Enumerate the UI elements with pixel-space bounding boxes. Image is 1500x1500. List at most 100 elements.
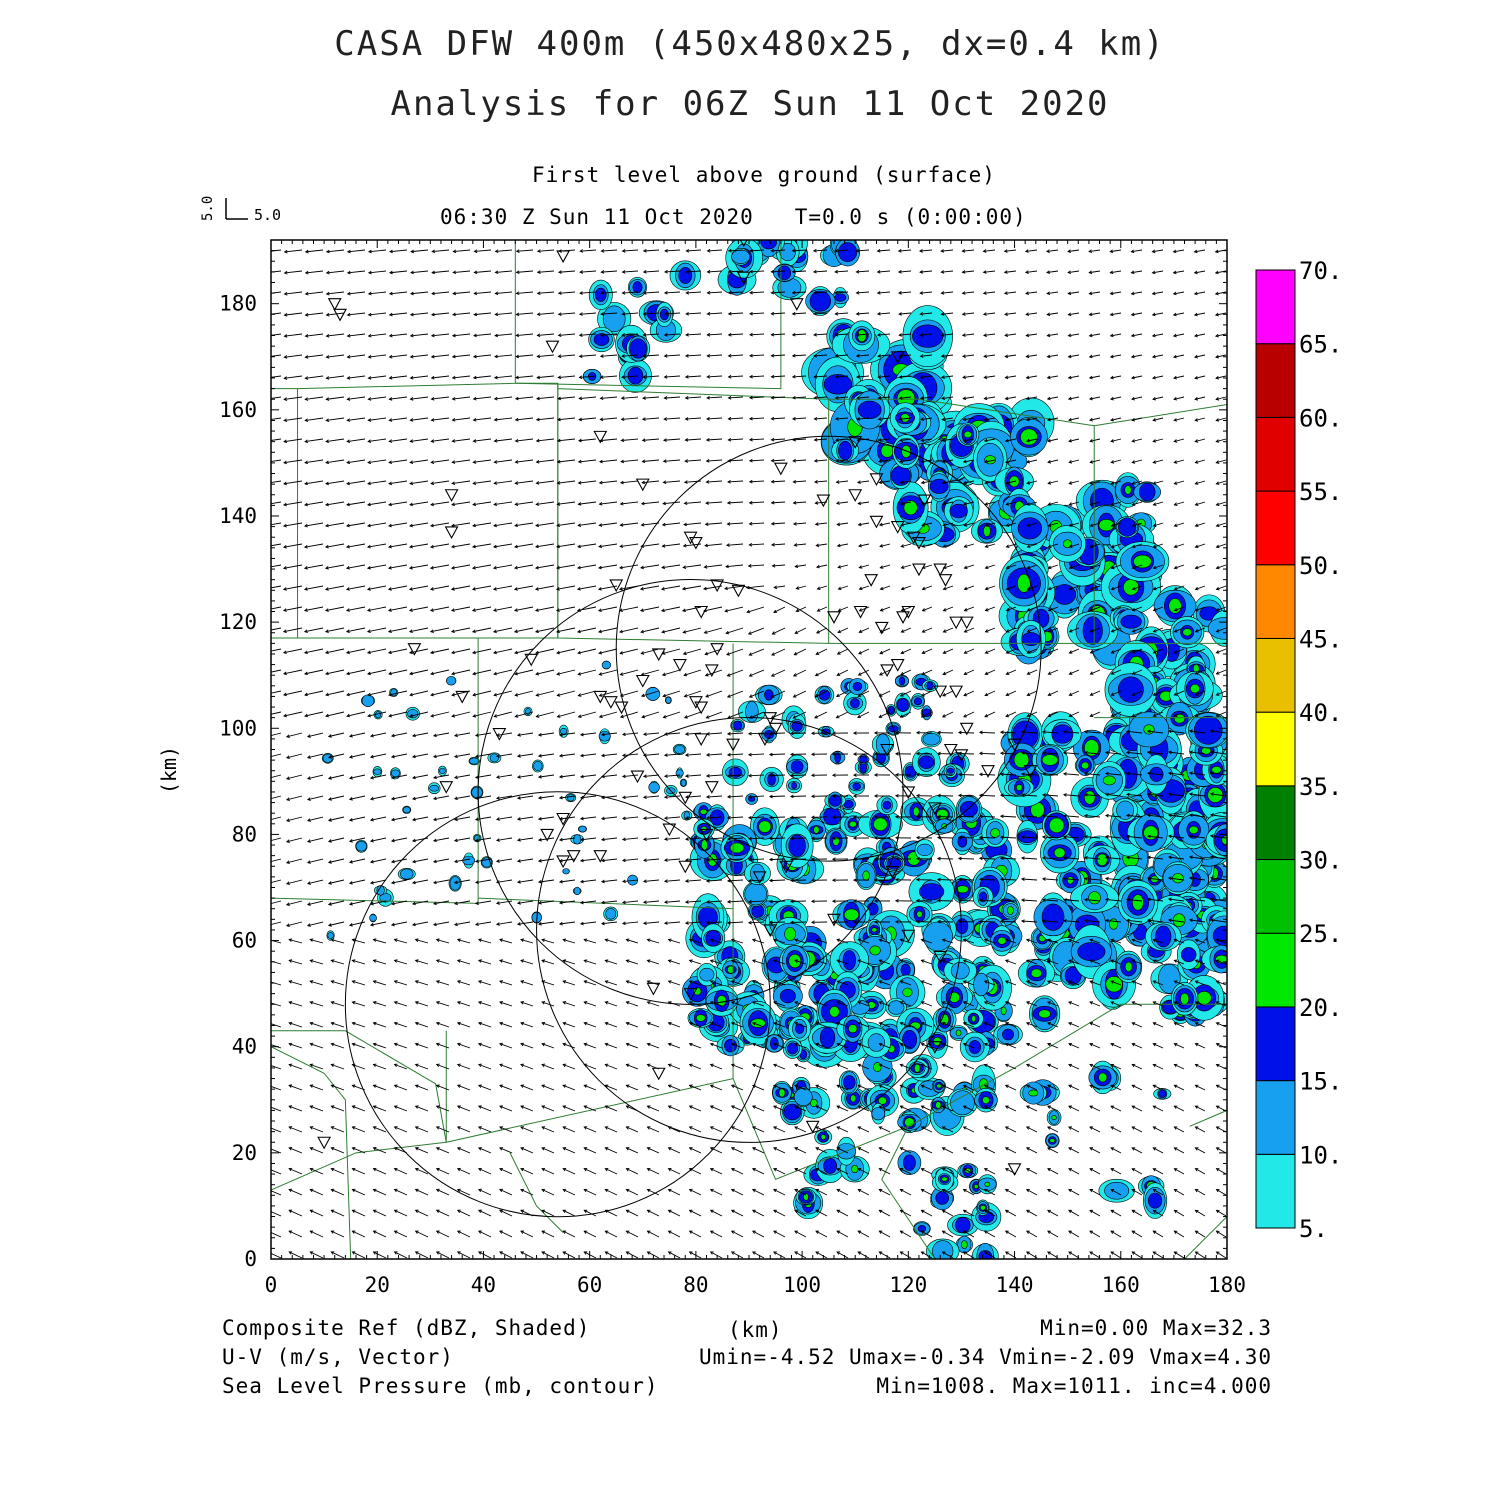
wind-vector — [749, 333, 765, 336]
echo-blob — [1015, 784, 1023, 792]
wind-vector — [473, 396, 492, 400]
echo-blob — [869, 945, 881, 956]
wind-vector — [472, 627, 492, 633]
wind-vector — [748, 564, 765, 567]
wind-vector — [536, 480, 555, 484]
wind-vector — [347, 333, 366, 337]
echo-blob — [1172, 913, 1186, 928]
wind-vector — [643, 249, 660, 252]
wind-vector — [706, 438, 723, 441]
echo-blob — [838, 242, 858, 263]
echo-blob — [699, 808, 708, 815]
wind-vector — [431, 711, 450, 717]
echo-blob — [982, 1096, 990, 1105]
wind-vector — [388, 501, 408, 506]
wind-vector — [661, 627, 681, 633]
echo-blob — [852, 681, 863, 691]
wind-vector — [685, 375, 702, 378]
echo-blob — [961, 1240, 968, 1249]
echo-blob — [848, 1024, 858, 1034]
wind-vector — [769, 921, 786, 924]
wind-vector-head — [263, 419, 266, 422]
wind-vector — [598, 627, 618, 633]
wind-vector — [577, 648, 597, 654]
wind-vector — [409, 501, 429, 506]
wind-vector — [769, 795, 786, 798]
wind-vector — [664, 354, 681, 357]
wind-vector — [769, 753, 786, 756]
echo-blob — [971, 1015, 976, 1023]
echo-blob — [760, 240, 777, 250]
wind-vector — [472, 543, 492, 548]
echo-blob — [1028, 1089, 1039, 1097]
wind-vector — [769, 774, 786, 777]
wind-vector — [430, 648, 450, 654]
wind-vector — [284, 333, 303, 337]
wind-vector-head — [263, 566, 266, 569]
echo-blob — [1021, 632, 1041, 646]
echo-blob — [788, 953, 802, 969]
county-line — [509, 1152, 564, 1233]
wind-vector — [346, 669, 366, 675]
wind-vector — [346, 648, 366, 654]
wind-vector — [431, 459, 450, 463]
echo-blob — [882, 800, 892, 810]
wind-vector — [556, 648, 576, 654]
wind-vector — [283, 711, 303, 717]
echo-blob — [918, 755, 935, 769]
wind-vector — [271, 858, 282, 863]
echo-blob — [605, 908, 617, 920]
echo-blob — [829, 1006, 840, 1018]
echo-blob — [369, 914, 377, 922]
wind-vector — [472, 585, 492, 590]
wind-vector — [271, 606, 282, 610]
wind-vector — [326, 396, 345, 400]
wind-vector — [431, 417, 450, 421]
wind-vector — [620, 669, 639, 676]
wind-vector — [771, 669, 786, 677]
wind-vector — [535, 585, 555, 590]
wind-vector — [325, 669, 345, 675]
wind-vector — [283, 543, 303, 548]
echo-blob — [813, 825, 820, 834]
echo-blob — [1053, 847, 1066, 859]
wind-vector — [451, 669, 471, 675]
wind-vector — [326, 249, 345, 253]
wind-vector — [493, 522, 513, 527]
wind-vector — [727, 669, 744, 677]
echo-blob — [724, 1039, 737, 1053]
wind-vector — [451, 606, 471, 611]
echo-blob — [1020, 428, 1038, 446]
wind-vector — [599, 480, 618, 484]
echo-blob — [1138, 482, 1156, 502]
echo-blob — [1038, 1009, 1051, 1019]
wind-vector — [431, 480, 450, 485]
echo-blob — [955, 1217, 971, 1234]
county-line — [1189, 1109, 1227, 1127]
wind-vector — [451, 501, 471, 506]
wind-vector — [271, 669, 282, 673]
wind-vector — [769, 816, 786, 819]
wind-vector-head — [263, 334, 266, 337]
wind-vector — [304, 669, 324, 675]
wind-vector — [685, 396, 702, 399]
echo-blob — [852, 782, 861, 791]
wind-vector — [727, 732, 744, 735]
echo-blob — [1066, 876, 1074, 885]
echo-blob — [1041, 903, 1065, 931]
wind-vector — [641, 669, 660, 676]
wind-vector-head — [263, 693, 266, 696]
wind-vector — [557, 501, 576, 505]
wind-vector — [683, 669, 702, 676]
wind-vector — [599, 501, 618, 505]
wind-vector — [494, 459, 513, 463]
wind-vector — [304, 543, 324, 548]
wind-vector — [473, 417, 492, 421]
wind-vector — [577, 606, 597, 612]
echo-blob — [955, 1029, 962, 1037]
wind-vector — [430, 606, 450, 611]
wind-vector — [706, 732, 723, 735]
wind-vector — [305, 333, 324, 337]
wind-vector — [836, 711, 849, 719]
echo-blob — [1168, 598, 1182, 614]
